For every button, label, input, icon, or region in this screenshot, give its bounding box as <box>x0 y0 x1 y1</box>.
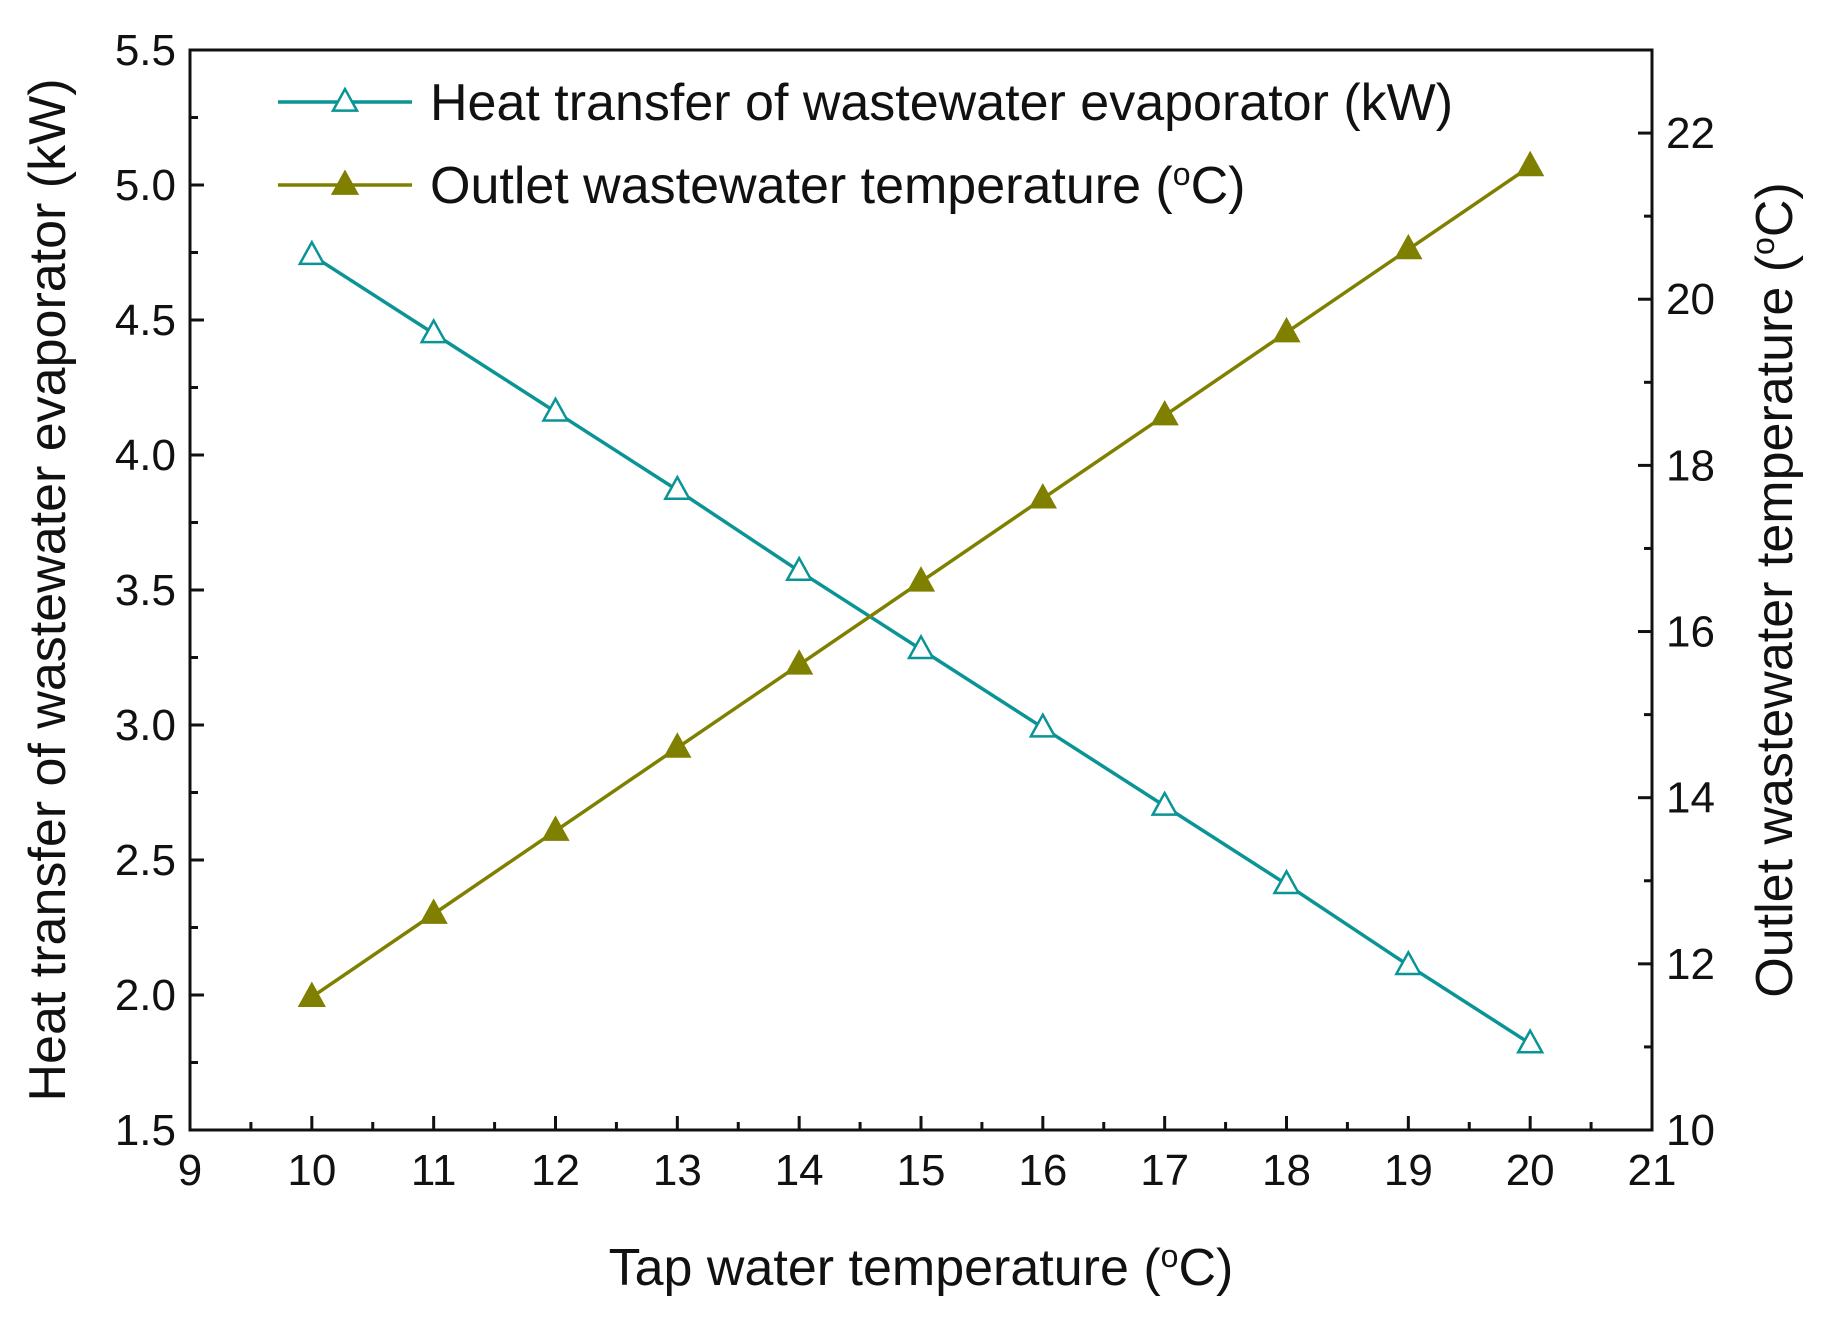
x-tick-label: 9 <box>178 1146 202 1195</box>
series-1 <box>297 239 1545 1054</box>
data-point <box>1516 1028 1545 1054</box>
data-point <box>1028 483 1057 509</box>
x-tick-label: 12 <box>531 1146 580 1195</box>
legend-marker <box>330 169 360 195</box>
data-point <box>1150 400 1179 426</box>
legend-marker <box>330 86 360 112</box>
data-point <box>1150 790 1179 816</box>
y-right-tick-label: 18 <box>1666 441 1715 490</box>
y-left-tick-label: 5.5 <box>115 26 176 75</box>
y-left-tick-label: 3.0 <box>115 701 176 750</box>
data-point <box>663 732 692 758</box>
y-axis-left-title: Heat transfer of wastewater evaporator (… <box>19 78 77 1101</box>
data-point <box>297 239 326 266</box>
y-axis-right-title: Outlet wastewater temperature (oC) <box>1745 182 1804 997</box>
y-right-tick-label: 12 <box>1666 940 1715 989</box>
y-right-tick-label: 16 <box>1666 608 1715 657</box>
y-left-tick-label: 3.5 <box>115 566 176 615</box>
data-point <box>541 815 570 841</box>
data-point <box>785 649 814 675</box>
data-point <box>1028 712 1057 738</box>
data-point <box>297 981 326 1007</box>
x-tick-label: 11 <box>411 1146 457 1195</box>
data-point <box>906 633 936 660</box>
data-point <box>1516 150 1545 177</box>
data-point <box>1272 316 1301 343</box>
data-point <box>1394 233 1423 260</box>
legend: Heat transfer of wastewater evaporator (… <box>278 74 1453 215</box>
x-tick-label: 13 <box>653 1146 702 1195</box>
y-left-tick-label: 4.5 <box>115 296 176 345</box>
data-point <box>1394 949 1423 976</box>
y-right-tick-label: 14 <box>1666 774 1715 823</box>
legend-item: Heat transfer of wastewater evaporator (… <box>278 74 1453 132</box>
data-point <box>1272 868 1301 895</box>
data-point <box>906 566 936 592</box>
data-point <box>663 474 692 500</box>
y-left-tick-label: 1.5 <box>115 1106 176 1155</box>
series-layer <box>297 150 1545 1054</box>
y-right-tick-label: 20 <box>1666 275 1715 324</box>
legend-label: Heat transfer of wastewater evaporator (… <box>430 74 1453 132</box>
y-right-tick-label: 10 <box>1666 1106 1715 1155</box>
x-tick-label: 10 <box>287 1146 336 1195</box>
x-tick-label: 19 <box>1384 1146 1433 1195</box>
data-point <box>785 555 814 581</box>
axis-tick-labels: 9 10 11 12 13 14 15 16 17 18 19 20 21 1.5 2.0 2.5 3.0 3.5… <box>115 26 1715 1195</box>
legend-item: Outlet wastewater temperature (oC) <box>278 156 1245 215</box>
axis-ticks <box>188 48 1654 1132</box>
x-tick-label: 14 <box>775 1146 824 1195</box>
x-tick-label: 21 <box>1628 1146 1677 1195</box>
y-right-tick-label: 22 <box>1666 109 1715 158</box>
data-point <box>419 898 448 924</box>
x-axis-title: Tap water temperature (oC) <box>609 1238 1234 1297</box>
x-tick-label: 17 <box>1140 1146 1189 1195</box>
y-left-tick-label: 5.0 <box>115 161 176 210</box>
y-left-tick-label: 4.0 <box>115 431 176 480</box>
x-tick-label: 20 <box>1506 1146 1555 1195</box>
y-left-tick-label: 2.5 <box>115 836 176 885</box>
data-point <box>541 396 570 422</box>
legend-label: Outlet wastewater temperature (oC) <box>430 156 1245 215</box>
y-left-tick-label: 2.0 <box>115 971 176 1020</box>
series-2 <box>297 150 1545 1007</box>
x-tick-label: 16 <box>1018 1146 1067 1195</box>
data-point <box>419 317 448 344</box>
x-tick-label: 18 <box>1262 1146 1311 1195</box>
x-tick-label: 15 <box>897 1146 946 1195</box>
